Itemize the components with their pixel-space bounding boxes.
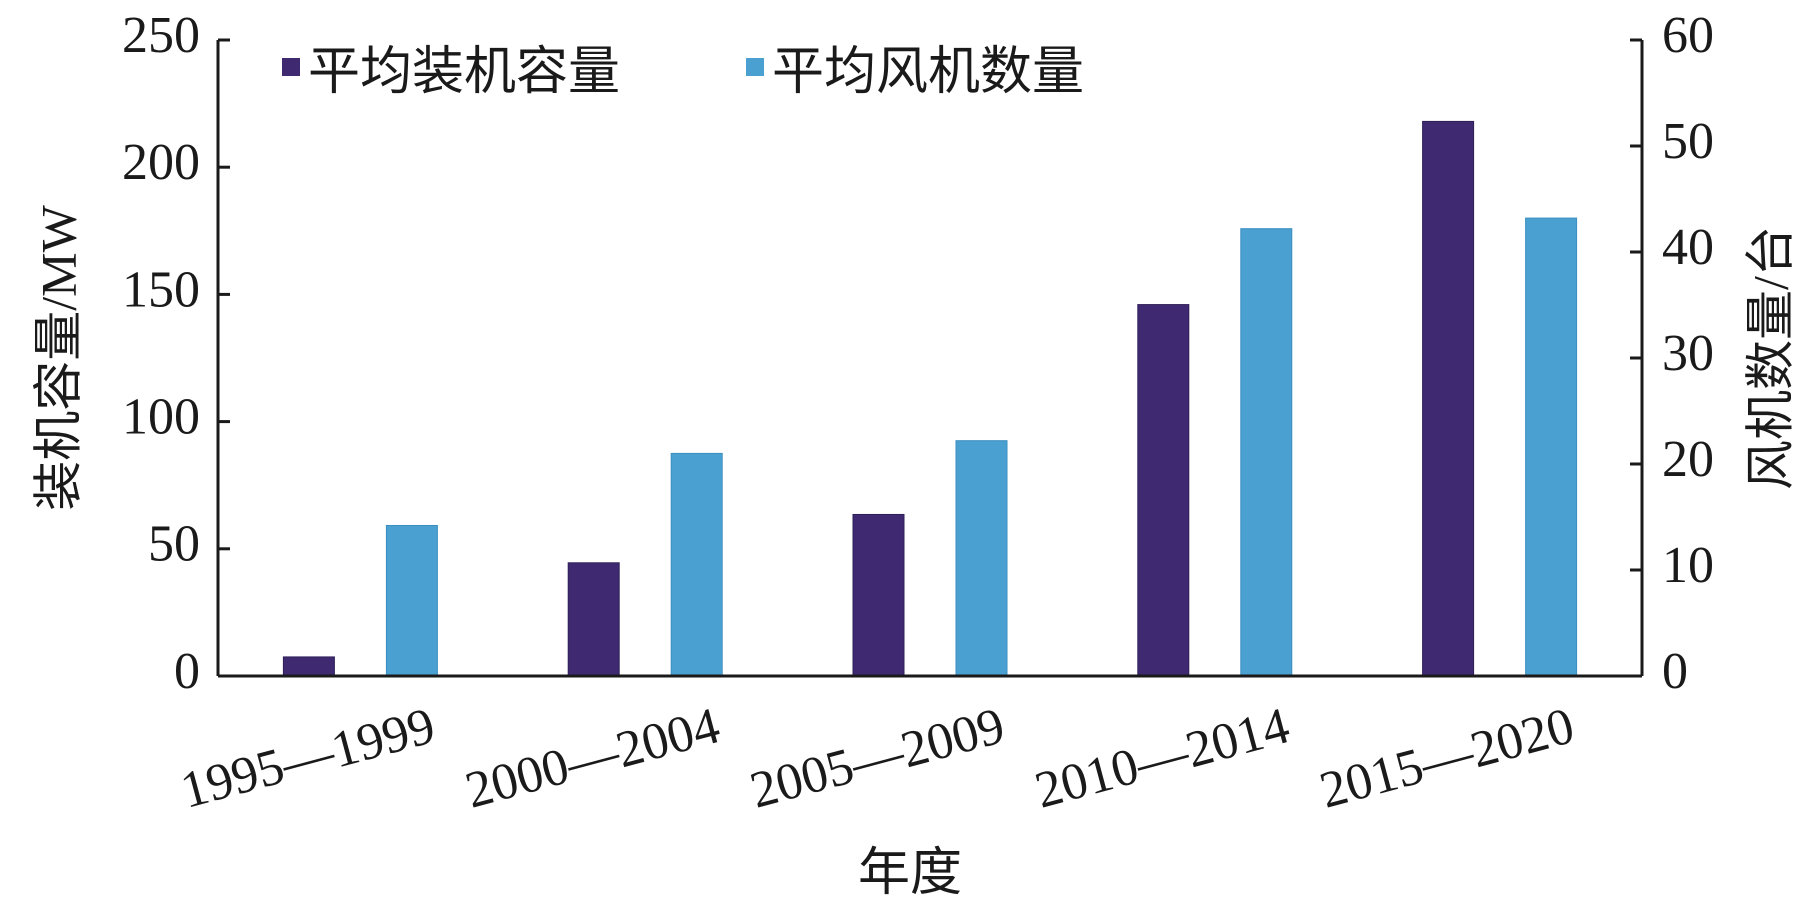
legend-label-capacity: 平均装机容量: [308, 44, 620, 101]
right-y-tick-label: 40: [1662, 219, 1714, 276]
legend: 平均装机容量 平均风机数量: [282, 44, 1084, 101]
x-axis-label: 年度: [858, 845, 962, 902]
y2-axis-label: 风机数量/台: [1742, 226, 1798, 490]
left-y-tick-label: 0: [174, 643, 200, 700]
x-tick-labels: 1995—1999 2000—2004 2005—2009 2010—2014 2015…: [175, 697, 1580, 819]
bar-count-3: [955, 440, 1008, 677]
bar-capacity-1: [282, 656, 335, 677]
x-tick-label: 2015—2020: [1314, 697, 1580, 819]
bar-count-1: [385, 524, 438, 677]
bar-capacity-2: [567, 562, 620, 677]
right-y-tick-label: 0: [1662, 643, 1688, 700]
bar-count-4: [1240, 228, 1293, 677]
bar-capacity-5: [1422, 120, 1475, 677]
x-tick-label: 2010—2014: [1029, 697, 1295, 819]
x-tick-label: 1995—1999: [175, 697, 441, 819]
bars-group: [282, 120, 1578, 677]
left-y-ticks: 0 50 100 150 200 250: [122, 7, 230, 700]
legend-swatch-count: [746, 58, 764, 76]
left-y-tick-label: 200: [122, 134, 200, 191]
bar-count-2: [670, 452, 723, 677]
bar-count-5: [1525, 217, 1578, 677]
y-axis-label: 装机容量/MW: [30, 204, 86, 510]
right-y-tick-label: 30: [1662, 325, 1714, 382]
left-y-tick-label: 250: [122, 7, 200, 64]
right-y-tick-label: 50: [1662, 113, 1714, 170]
x-tick-label: 2000—2004: [460, 697, 726, 819]
bar-capacity-4: [1137, 304, 1190, 677]
left-y-tick-label: 100: [122, 389, 200, 446]
left-y-tick-label: 50: [148, 516, 200, 573]
right-y-ticks: 0 10 20 30 40 50 60: [1630, 7, 1714, 700]
x-tick-label: 2005—2009: [745, 697, 1011, 819]
right-y-tick-label: 10: [1662, 537, 1714, 594]
right-y-tick-label: 60: [1662, 7, 1714, 64]
legend-label-count: 平均风机数量: [772, 44, 1084, 101]
right-y-tick-label: 20: [1662, 431, 1714, 488]
left-y-tick-label: 150: [122, 261, 200, 318]
bar-capacity-3: [852, 513, 905, 677]
legend-swatch-capacity: [282, 58, 300, 76]
